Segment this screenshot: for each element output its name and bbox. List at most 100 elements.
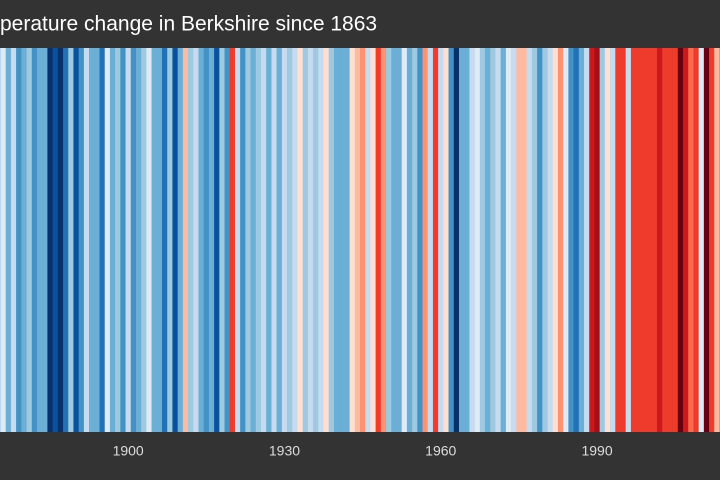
stripe bbox=[281, 48, 288, 432]
stripe bbox=[584, 48, 590, 432]
stripe bbox=[354, 48, 361, 432]
stripe bbox=[604, 48, 611, 432]
stripe bbox=[83, 48, 90, 432]
stripe bbox=[349, 48, 356, 432]
stripe bbox=[511, 48, 517, 432]
stripe bbox=[276, 48, 283, 432]
stripe bbox=[365, 48, 371, 432]
stripe bbox=[703, 48, 710, 432]
stripe bbox=[698, 48, 705, 432]
stripe bbox=[417, 48, 423, 432]
stripe bbox=[651, 48, 658, 432]
stripe bbox=[21, 48, 27, 432]
stripe bbox=[172, 48, 178, 432]
stripe bbox=[68, 48, 74, 432]
stripe bbox=[490, 48, 496, 432]
stripe bbox=[714, 48, 720, 432]
stripe bbox=[297, 48, 303, 432]
stripe bbox=[271, 48, 277, 432]
stripe bbox=[625, 48, 632, 432]
stripe bbox=[208, 48, 215, 432]
stripe bbox=[78, 48, 85, 432]
stripe bbox=[250, 48, 257, 432]
stripe bbox=[115, 48, 121, 432]
stripe bbox=[573, 48, 580, 432]
stripe bbox=[47, 48, 53, 432]
stripe bbox=[610, 48, 616, 432]
stripe bbox=[89, 48, 95, 432]
stripe bbox=[287, 48, 293, 432]
stripe bbox=[224, 48, 231, 432]
stripe bbox=[521, 48, 528, 432]
stripe bbox=[109, 48, 116, 432]
stripe bbox=[500, 48, 507, 432]
stripe bbox=[125, 48, 132, 432]
stripe bbox=[646, 48, 653, 432]
stripe bbox=[36, 48, 43, 432]
stripe bbox=[188, 48, 194, 432]
stripe bbox=[151, 48, 158, 432]
stripe bbox=[344, 48, 350, 432]
stripe bbox=[229, 48, 236, 432]
stripe bbox=[219, 48, 225, 432]
stripe bbox=[5, 48, 12, 432]
stripe bbox=[42, 48, 48, 432]
x-tick-label: 1900 bbox=[113, 443, 144, 459]
stripe bbox=[266, 48, 272, 432]
stripe bbox=[438, 48, 444, 432]
stripe bbox=[526, 48, 533, 432]
stripe bbox=[99, 48, 106, 432]
stripe bbox=[427, 48, 434, 432]
stripe bbox=[641, 48, 647, 432]
stripe bbox=[458, 48, 465, 432]
stripe bbox=[313, 48, 319, 432]
stripe bbox=[167, 48, 173, 432]
stripe bbox=[0, 48, 1, 432]
stripe bbox=[667, 48, 673, 432]
stripe bbox=[31, 48, 38, 432]
stripe bbox=[432, 48, 439, 432]
stripe bbox=[141, 48, 147, 432]
stripe bbox=[104, 48, 111, 432]
stripe bbox=[203, 48, 210, 432]
stripe bbox=[261, 48, 267, 432]
stripe bbox=[656, 48, 663, 432]
stripe bbox=[156, 48, 163, 432]
stripe bbox=[615, 48, 621, 432]
stripe bbox=[386, 48, 392, 432]
stripe bbox=[135, 48, 142, 432]
stripe bbox=[198, 48, 205, 432]
stripe bbox=[662, 48, 668, 432]
stripe bbox=[630, 48, 637, 432]
stripe bbox=[636, 48, 642, 432]
stripe bbox=[469, 48, 475, 432]
stripe bbox=[26, 48, 33, 432]
stripe bbox=[0, 48, 7, 432]
stripe bbox=[57, 48, 64, 432]
stripe bbox=[552, 48, 559, 432]
x-tick-label: 1960 bbox=[425, 443, 456, 459]
stripe bbox=[531, 48, 538, 432]
stripe bbox=[10, 48, 17, 432]
stripe bbox=[177, 48, 184, 432]
stripe bbox=[672, 48, 679, 432]
stripe bbox=[339, 48, 345, 432]
stripe bbox=[688, 48, 694, 432]
stripe bbox=[412, 48, 418, 432]
stripe bbox=[563, 48, 569, 432]
stripe bbox=[182, 48, 189, 432]
stripe bbox=[547, 48, 554, 432]
stripe bbox=[406, 48, 413, 432]
stripe bbox=[240, 48, 246, 432]
stripe bbox=[568, 48, 574, 432]
stripe bbox=[453, 48, 460, 432]
stripe bbox=[479, 48, 486, 432]
stripe bbox=[162, 48, 168, 432]
stripe bbox=[464, 48, 470, 432]
stripe bbox=[333, 48, 340, 432]
stripe bbox=[328, 48, 335, 432]
stripe bbox=[234, 48, 241, 432]
stripe bbox=[323, 48, 330, 432]
stripe bbox=[443, 48, 449, 432]
